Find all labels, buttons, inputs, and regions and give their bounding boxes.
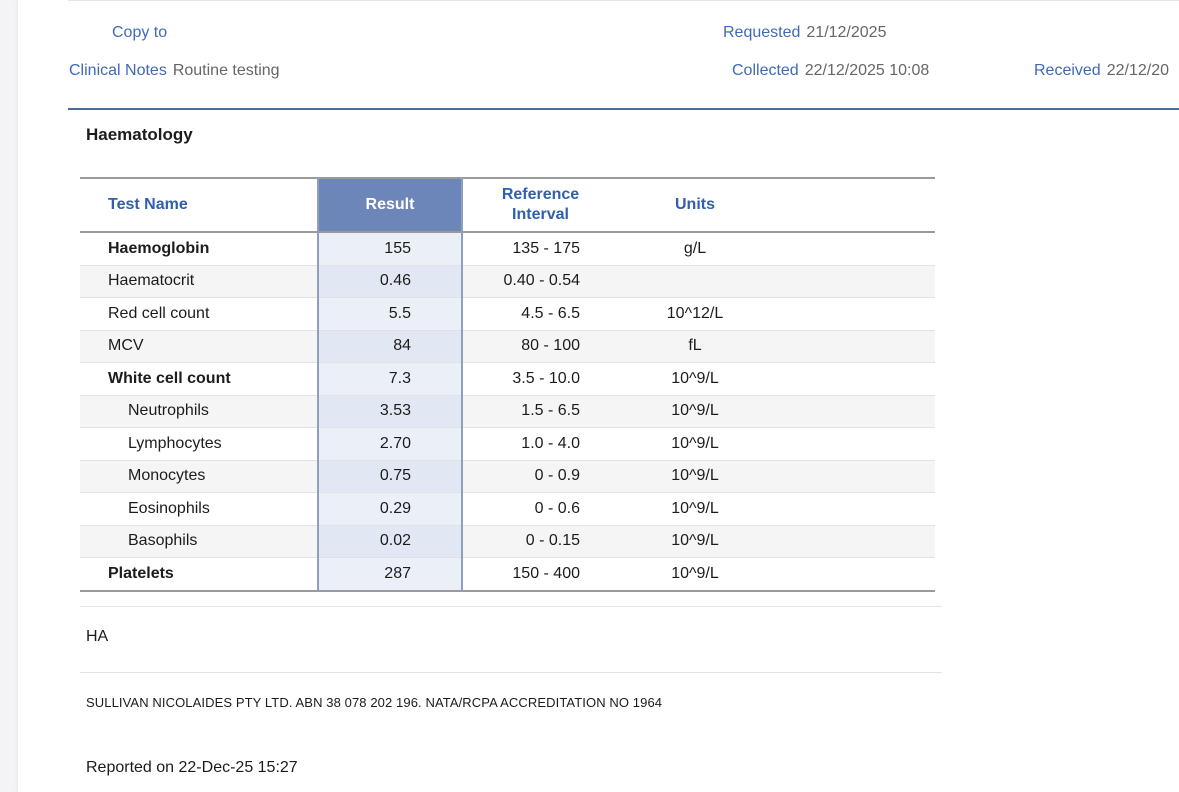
initials-text: HA bbox=[86, 628, 109, 645]
spacer-cell bbox=[772, 525, 935, 558]
test-name-cell: Basophils bbox=[80, 525, 318, 558]
result-cell: 3.53 bbox=[317, 395, 463, 428]
spacer-cell bbox=[772, 460, 935, 493]
table-row: Platelets 287 150 - 400 10^9/L bbox=[80, 557, 935, 591]
table-row: Haemoglobin 155 135 - 175 g/L bbox=[80, 232, 935, 266]
result-cell: 0.46 bbox=[317, 265, 463, 298]
units-cell: 10^9/L bbox=[618, 460, 772, 493]
table-row: Lymphocytes 2.70 1.0 - 4.0 10^9/L bbox=[80, 427, 935, 461]
received-value: 22/12/20 bbox=[1106, 62, 1169, 79]
units-cell: 10^9/L bbox=[618, 492, 772, 526]
requested-value: 21/12/2025 bbox=[806, 24, 887, 41]
result-cell: 0.29 bbox=[317, 492, 463, 526]
section-title: Haematology bbox=[86, 125, 193, 144]
copy-to-field: Copy to bbox=[112, 24, 167, 42]
requested-field: Requested 21/12/2025 bbox=[723, 24, 886, 42]
table-row: Basophils 0.02 0 - 0.15 10^9/L bbox=[80, 525, 935, 558]
result-cell: 287 bbox=[317, 557, 463, 591]
spacer-cell bbox=[772, 330, 935, 363]
reference-cell: 0 - 0.9 bbox=[462, 460, 618, 493]
test-name-cell: White cell count bbox=[80, 362, 318, 396]
table-header-row: Test Name Result Reference Interval Unit… bbox=[80, 178, 935, 233]
units-cell: 10^12/L bbox=[618, 297, 772, 331]
reference-cell: 150 - 400 bbox=[512, 564, 580, 582]
result-cell: 0.02 bbox=[317, 525, 463, 558]
clinical-notes-field: Clinical Notes Routine testing bbox=[69, 62, 280, 80]
collected-label: Collected bbox=[732, 62, 799, 79]
table-row: Red cell count 5.5 4.5 - 6.5 10^12/L bbox=[80, 297, 935, 331]
reference-header-line2: Interval bbox=[512, 206, 569, 223]
reference-cell: 135 - 175 bbox=[462, 232, 618, 266]
test-name-cell: MCV bbox=[80, 330, 318, 363]
test-name-cell: Red cell count bbox=[80, 297, 318, 331]
table-row: MCV 84 80 - 100 fL bbox=[80, 330, 935, 363]
copy-to-label: Copy to bbox=[112, 24, 168, 41]
spacer-cell bbox=[772, 492, 935, 526]
divider bbox=[80, 606, 942, 607]
reference-cell: 0.40 - 0.54 bbox=[462, 265, 618, 298]
test-name-cell: Lymphocytes bbox=[80, 427, 318, 461]
test-name-cell: Monocytes bbox=[80, 460, 318, 493]
divider bbox=[80, 672, 942, 673]
result-cell: 84 bbox=[317, 330, 463, 363]
reference-cell: 0 - 0.6 bbox=[462, 492, 618, 526]
reference-cell: 1.0 - 4.0 bbox=[462, 427, 618, 461]
units-cell: 10^9/L bbox=[671, 564, 719, 582]
test-name-cell: Haemoglobin bbox=[80, 232, 318, 266]
test-name-cell: Eosinophils bbox=[80, 492, 318, 526]
spacer-cell bbox=[772, 427, 935, 461]
clinical-notes-label: Clinical Notes bbox=[69, 62, 167, 79]
reference-cell: 0 - 0.15 bbox=[462, 525, 618, 558]
top-divider bbox=[68, 0, 1179, 1]
column-header-units: Units bbox=[618, 178, 772, 233]
result-cell: 2.70 bbox=[317, 427, 463, 461]
reference-cell: 1.5 - 6.5 bbox=[462, 395, 618, 428]
received-field: Received 22/12/20 bbox=[1034, 62, 1169, 80]
reference-cell: 4.5 - 6.5 bbox=[462, 297, 618, 331]
reference-cell: 80 - 100 bbox=[462, 330, 618, 363]
column-header-spacer bbox=[772, 178, 935, 233]
units-cell: g/L bbox=[618, 232, 772, 266]
units-cell: 10^9/L bbox=[618, 362, 772, 396]
column-header-reference-interval: Reference Interval bbox=[462, 178, 618, 233]
test-name-cell: Neutrophils bbox=[80, 395, 318, 428]
result-cell: 7.3 bbox=[317, 362, 463, 396]
units-cell: fL bbox=[618, 330, 772, 363]
units-cell: 10^9/L bbox=[618, 395, 772, 428]
reference-cell: 3.5 - 10.0 bbox=[462, 362, 618, 396]
table-row: Eosinophils 0.29 0 - 0.6 10^9/L bbox=[80, 492, 935, 526]
spacer-cell bbox=[772, 558, 935, 591]
report-page: Copy to Clinical Notes Routine testing Re… bbox=[18, 0, 1179, 792]
spacer-cell bbox=[772, 232, 935, 266]
spacer-cell bbox=[772, 395, 935, 428]
spacer-cell bbox=[772, 297, 935, 331]
units-cell: 10^9/L bbox=[618, 525, 772, 558]
column-header-result: Result bbox=[317, 178, 463, 233]
requested-label: Requested bbox=[723, 24, 801, 41]
spacer-cell bbox=[772, 362, 935, 396]
test-name-cell: Platelets bbox=[108, 564, 174, 582]
collected-value: 22/12/2025 10:08 bbox=[804, 62, 930, 79]
result-cell: 0.75 bbox=[317, 460, 463, 493]
spacer-cell bbox=[772, 265, 935, 298]
clinical-notes-value: Routine testing bbox=[172, 62, 280, 79]
header-rule bbox=[68, 108, 1179, 110]
reference-header-line1: Reference bbox=[501, 186, 580, 203]
received-label: Received bbox=[1034, 62, 1101, 79]
table-row: White cell count 7.3 3.5 - 10.0 10^9/L bbox=[80, 362, 935, 396]
table-row: Neutrophils 3.53 1.5 - 6.5 10^9/L bbox=[80, 395, 935, 428]
test-name-cell: Haematocrit bbox=[80, 265, 318, 298]
units-cell: 10^9/L bbox=[618, 427, 772, 461]
result-cell: 5.5 bbox=[317, 297, 463, 331]
column-header-test-name: Test Name bbox=[80, 178, 318, 233]
table-row: Haematocrit 0.46 0.40 - 0.54 bbox=[80, 265, 935, 298]
results-table: Test Name Result Reference Interval Unit… bbox=[80, 177, 935, 592]
reported-on-text: Reported on 22-Dec-25 15:27 bbox=[86, 759, 298, 776]
table-row: Monocytes 0.75 0 - 0.9 10^9/L bbox=[80, 460, 935, 493]
collected-field: Collected 22/12/2025 10:08 bbox=[732, 62, 929, 80]
units-cell bbox=[618, 265, 772, 298]
lab-accreditation-note: SULLIVAN NICOLAIDES PTY LTD. ABN 38 078 … bbox=[86, 695, 663, 710]
result-cell: 155 bbox=[317, 232, 463, 266]
